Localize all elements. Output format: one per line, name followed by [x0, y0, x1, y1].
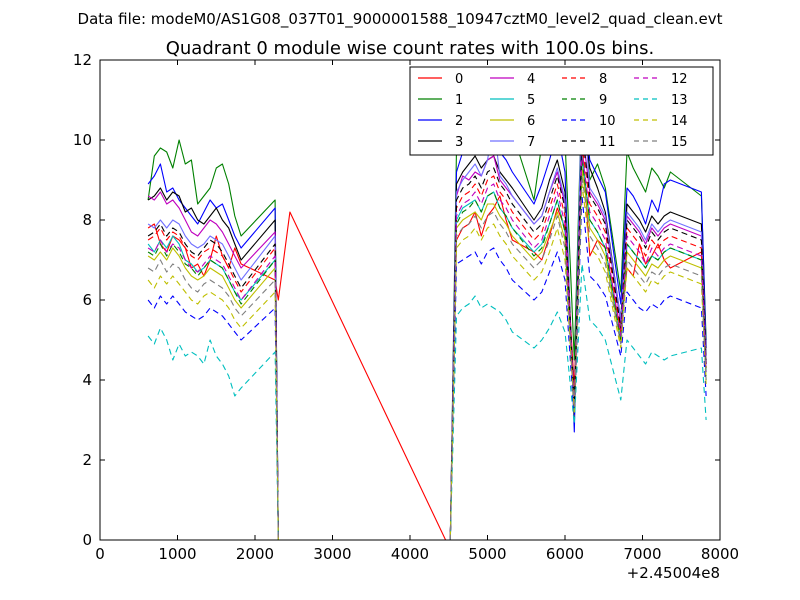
y-tick-label: 10	[73, 131, 92, 149]
legend-label-0: 0	[455, 72, 463, 87]
series-line-7	[147, 87, 707, 541]
x-offset-label: +2.45004e8	[627, 564, 720, 582]
series-line-10	[147, 195, 707, 541]
plot-frame	[99, 59, 721, 541]
x-tick-label: 3000	[313, 545, 351, 563]
legend-label-12: 12	[671, 72, 688, 87]
y-tick-label: 6	[82, 291, 92, 309]
legend-label-5: 5	[527, 93, 535, 108]
series-line-8	[147, 143, 707, 541]
legend-box	[409, 66, 714, 156]
series-line-15	[147, 175, 707, 541]
x-tick-label: 2000	[236, 545, 274, 563]
x-tick-label: 1000	[158, 545, 196, 563]
axis-ticks: 0 1000 2000 3000 4000 5000 6000 7000 80000246810…	[73, 51, 739, 563]
legend-label-6: 6	[527, 114, 535, 129]
legend-label-1: 1	[455, 93, 463, 108]
legend-label-4: 4	[527, 72, 535, 87]
y-tick-label: 8	[82, 211, 92, 229]
legend-label-15: 15	[671, 135, 688, 150]
x-tick-label: 4000	[391, 545, 429, 563]
x-tick-label: 8000	[701, 545, 739, 563]
legend-label-7: 7	[527, 135, 535, 150]
x-tick-label: 7000	[623, 545, 661, 563]
x-tick-label: 6000	[546, 545, 584, 563]
figure-suptitle: Data file: modeM0/AS1G08_037T01_90000015…	[78, 10, 723, 29]
y-tick-label: 4	[82, 371, 92, 389]
y-tick-label: 2	[82, 451, 92, 469]
legend-label-13: 13	[671, 93, 688, 108]
legend-label-14: 14	[671, 114, 688, 129]
legend-label-8: 8	[599, 72, 607, 87]
series-line-6	[147, 167, 707, 541]
y-tick-label: 12	[73, 51, 92, 69]
y-tick-label: 0	[82, 531, 92, 549]
chart-title: Quadrant 0 module wise count rates with …	[166, 38, 655, 59]
legend-label-3: 3	[455, 135, 463, 150]
series-line-11	[147, 131, 707, 541]
x-tick-label: 5000	[468, 545, 506, 563]
x-tick-label: 0	[95, 545, 105, 563]
legend-label-9: 9	[599, 93, 607, 108]
legend-label-10: 10	[599, 114, 616, 129]
series-line-3	[147, 107, 707, 541]
legend-label-11: 11	[599, 135, 616, 150]
series-line-13	[147, 263, 707, 541]
series-line-9	[147, 159, 707, 541]
legend-label-2: 2	[455, 114, 463, 129]
